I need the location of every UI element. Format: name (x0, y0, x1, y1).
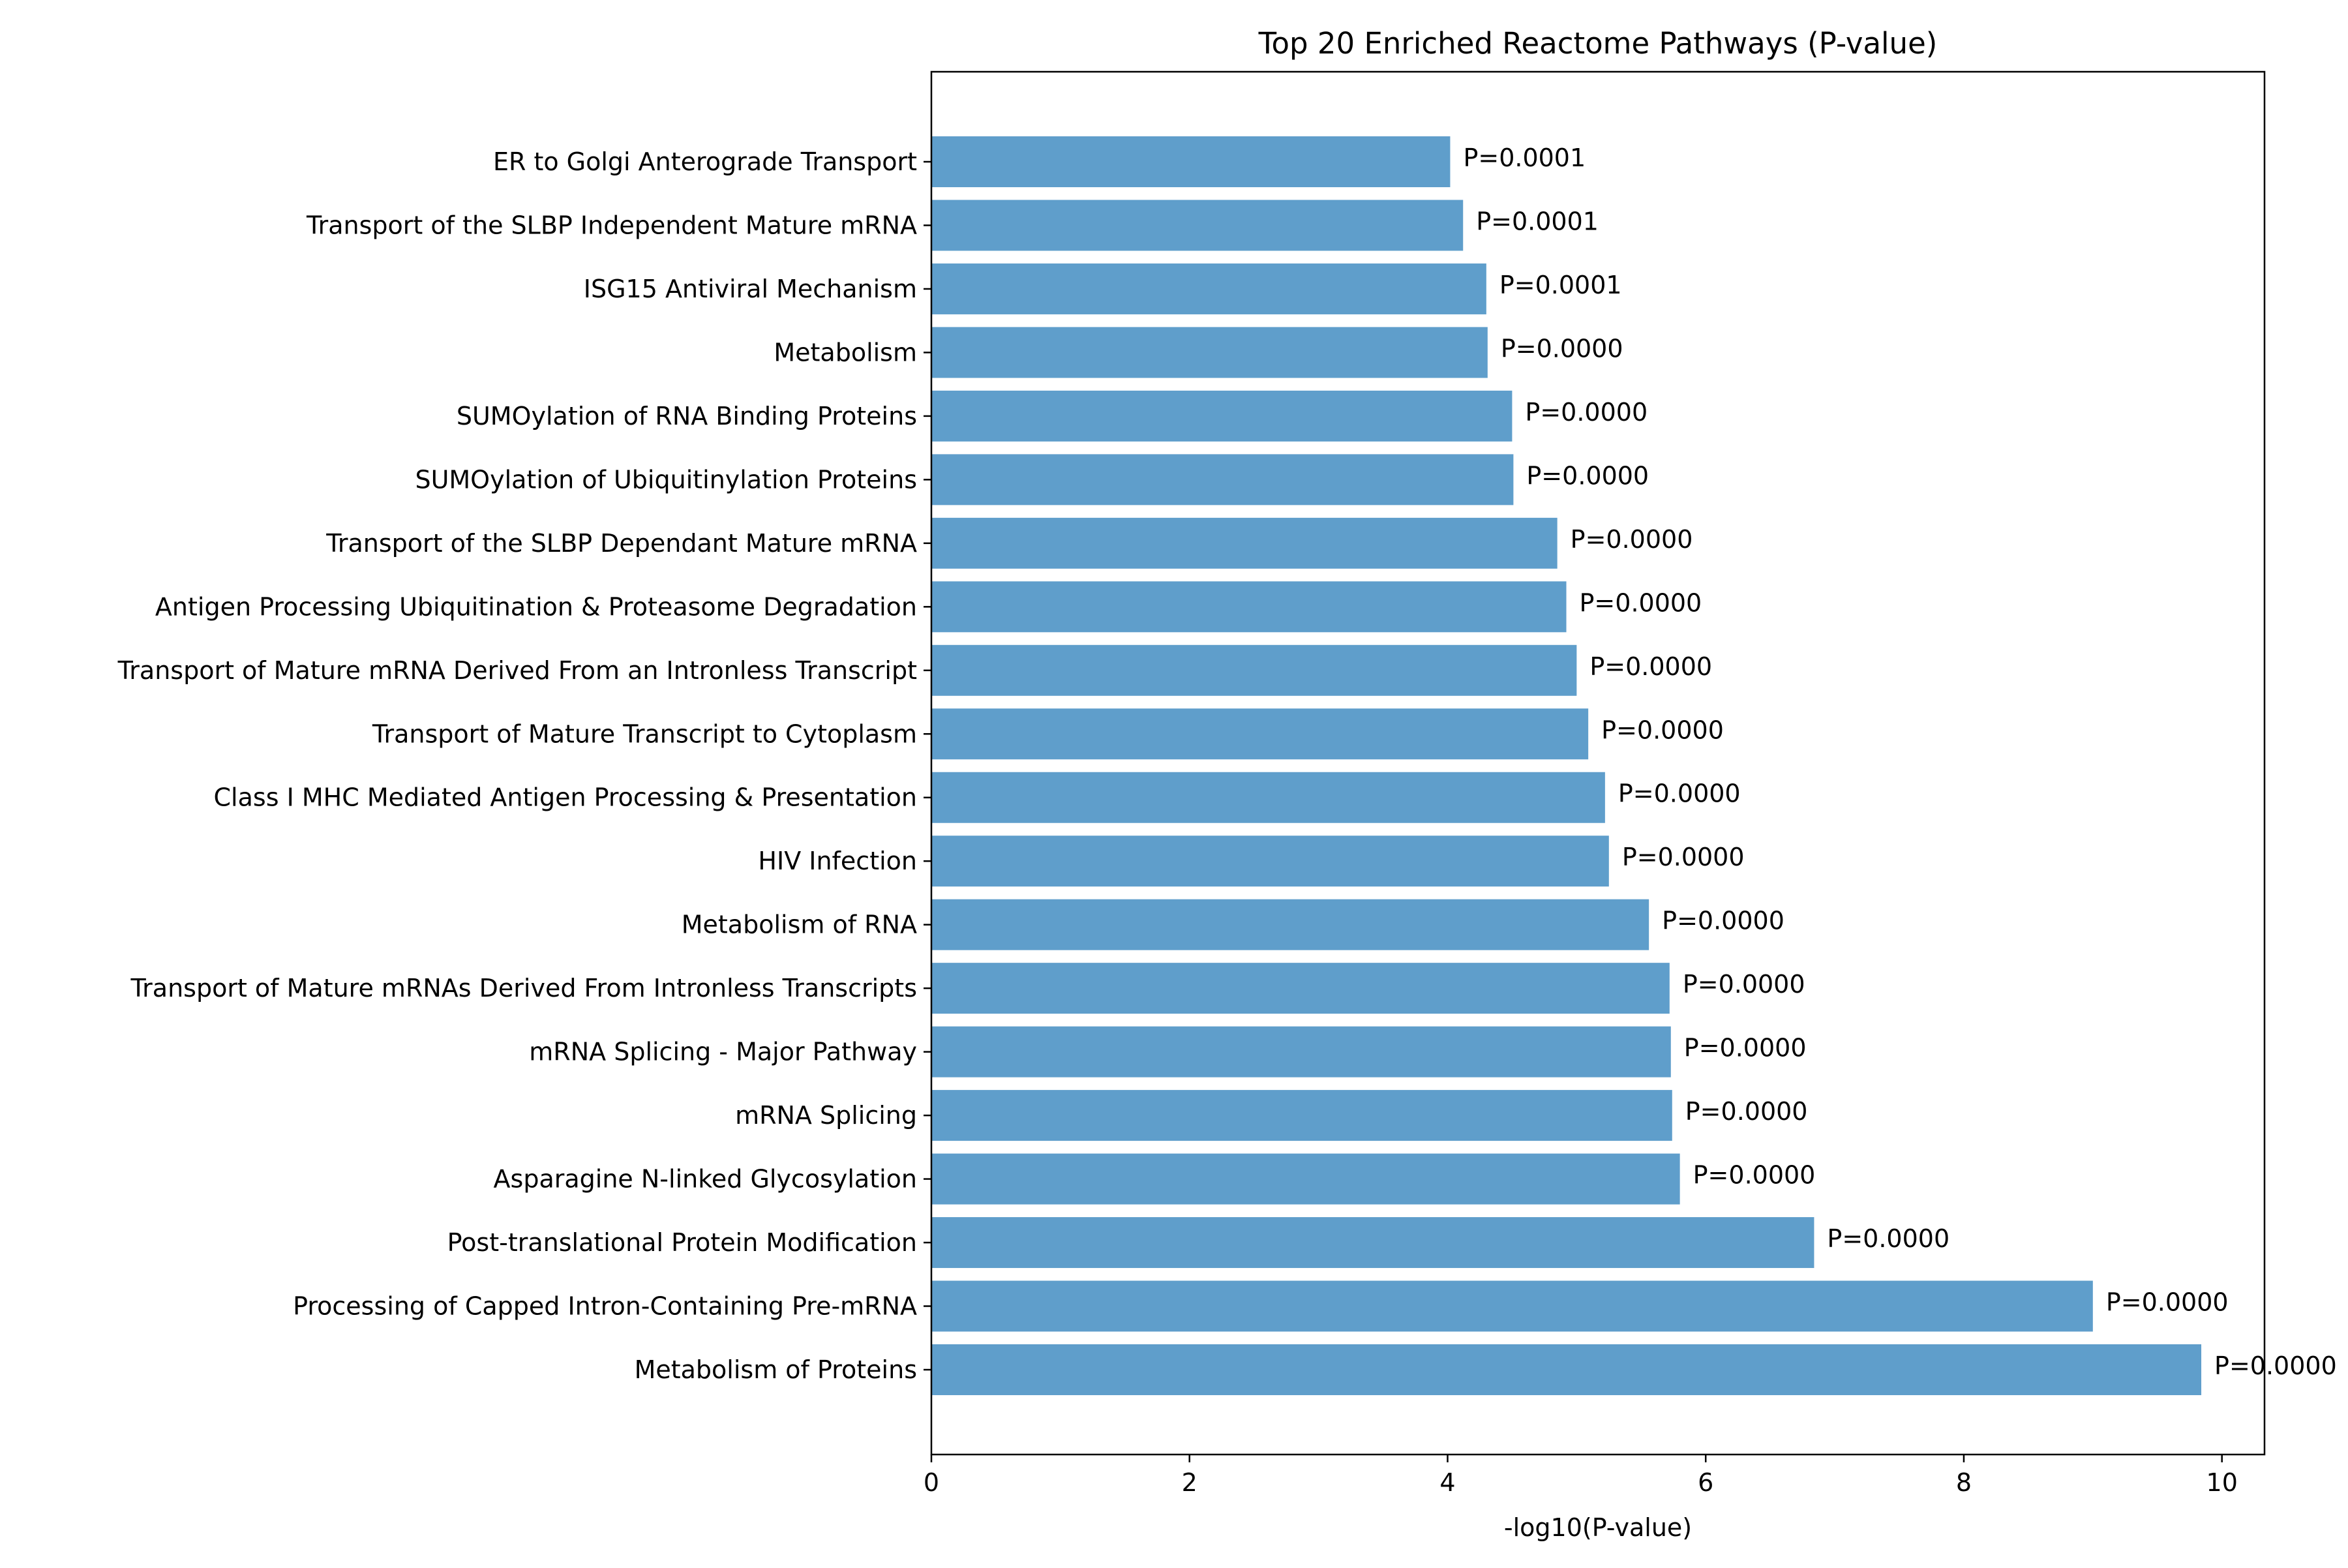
category-label: Processing of Capped Intron-Containing P… (293, 1292, 917, 1321)
data-label: P=0.0000 (1601, 716, 1724, 744)
x-tick-label: 8 (1956, 1468, 1972, 1497)
data-label: P=0.0000 (1501, 334, 1623, 363)
category-label: Metabolism of Proteins (635, 1355, 917, 1384)
data-label: P=0.0000 (1580, 588, 1702, 617)
data-label: P=0.0000 (1827, 1224, 1949, 1253)
category-label: mRNA Splicing - Major Pathway (529, 1038, 917, 1066)
category-label: Transport of the SLBP Independent Mature… (306, 211, 917, 239)
bar (931, 644, 1577, 696)
category-label: Post-translational Protein Modification (447, 1228, 917, 1257)
data-label: P=0.0000 (1618, 779, 1741, 808)
data-label: P=0.0000 (1526, 461, 1649, 490)
x-ticks-group: 0 2 4 6 8 10 (924, 1455, 2238, 1497)
data-label: P=0.0000 (1693, 1161, 1816, 1190)
data-label: P=0.0000 (2214, 1351, 2337, 1380)
category-label: Transport of Mature mRNA Derived From an… (117, 656, 917, 685)
category-label: Transport of Mature mRNAs Derived From I… (130, 974, 917, 1003)
bar (931, 963, 1670, 1014)
x-tick-label: 0 (924, 1468, 939, 1497)
bar (931, 327, 1488, 378)
category-label: SUMOylation of RNA Binding Proteins (457, 402, 917, 430)
bar (931, 1026, 1671, 1078)
category-label: Metabolism of RNA (682, 911, 917, 939)
bar (931, 136, 1451, 187)
data-label: P=0.0001 (1463, 143, 1586, 172)
data-label: P=0.0001 (1476, 207, 1599, 235)
data-label: P=0.0000 (1684, 1034, 1807, 1063)
bar (931, 454, 1514, 505)
bar (931, 708, 1589, 760)
bar (931, 899, 1649, 950)
category-labels-group: ER to Golgi Anterograde Transport Transpo… (117, 147, 931, 1384)
bar (931, 1217, 1814, 1269)
category-label: ER to Golgi Anterograde Transport (493, 147, 917, 176)
data-labels-group: P=0.0001 P=0.0001 P=0.0001 P=0.0000 P=0.0000… (1463, 143, 2336, 1380)
data-label: P=0.0000 (2106, 1288, 2229, 1317)
bars-group (931, 136, 2202, 1395)
bar (931, 517, 1558, 569)
category-label: Antigen Processing Ubiquitination & Prot… (155, 592, 917, 621)
bar (931, 1344, 2202, 1395)
x-tick-label: 2 (1182, 1468, 1197, 1497)
bar (931, 263, 1486, 314)
category-label: Metabolism (774, 338, 917, 367)
x-tick-label: 6 (1698, 1468, 1713, 1497)
bar (931, 581, 1567, 633)
plot-area-frame (930, 70, 2266, 1456)
category-label: SUMOylation of Ubiquitinylation Proteins (415, 465, 917, 494)
bar (931, 772, 1605, 823)
data-label: P=0.0000 (1685, 1097, 1808, 1126)
bar (931, 1153, 1680, 1205)
bar (931, 200, 1464, 251)
category-label: Asparagine N-linked Glycosylation (494, 1165, 917, 1194)
category-label: ISG15 Antiviral Mechanism (584, 275, 917, 303)
category-label: Transport of Mature Transcript to Cytopl… (372, 719, 917, 748)
category-label: mRNA Splicing (735, 1101, 917, 1130)
bar (931, 1090, 1672, 1141)
x-tick-label: 4 (1439, 1468, 1455, 1497)
data-label: P=0.0000 (1622, 843, 1745, 871)
data-label: P=0.0000 (1525, 398, 1648, 427)
data-label: P=0.0000 (1589, 652, 1712, 681)
category-label: Transport of the SLBP Dependant Mature m… (325, 529, 917, 558)
data-label: P=0.0000 (1683, 970, 1805, 999)
chart-title: Top 20 Enriched Reactome Pathways (P-val… (1258, 26, 1938, 61)
category-label: HIV Infection (758, 847, 917, 875)
bar (931, 1280, 2093, 1332)
data-label: P=0.0000 (1662, 907, 1784, 935)
bar (931, 836, 1609, 887)
x-tick-label: 10 (2206, 1468, 2238, 1497)
data-label: P=0.0000 (1571, 525, 1693, 554)
category-label: Class I MHC Mediated Antigen Processing … (214, 783, 917, 812)
data-label: P=0.0001 (1499, 271, 1622, 299)
bar (931, 390, 1513, 442)
x-axis-label: -log10(P-value) (1504, 1513, 1692, 1542)
